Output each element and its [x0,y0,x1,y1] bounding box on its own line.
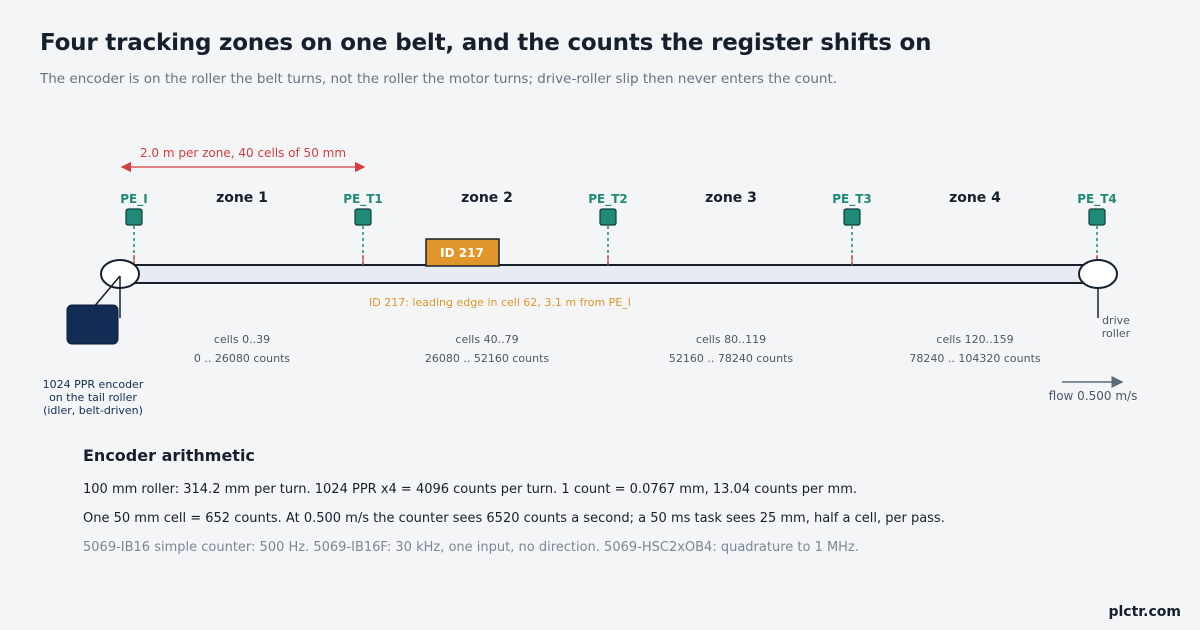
zone-cells: cells 80..119 [696,333,766,346]
encoder-label-1: 1024 PPR encoder [43,378,144,391]
zone-counts: 52160 .. 78240 counts [669,352,794,365]
item-label: ID 217 [440,246,484,260]
zone-name: zone 2 [461,190,513,206]
zone-length-label: 2.0 m per zone, 40 cells of 50 mm [140,146,346,160]
arithmetic-line-1: 100 mm roller: 314.2 mm per turn. 1024 P… [83,482,857,497]
sensor-label: PE_T4 [1077,192,1117,207]
drive-roller-label-2: roller [1102,327,1131,340]
photo-eye-icon [125,208,143,226]
encoder-body [66,304,119,345]
sensor-label: PE_T3 [832,192,872,207]
drive-roller [1078,259,1118,289]
zone-counts: 26080 .. 52160 counts [425,352,550,365]
drive-roller-label-1: drive [1102,314,1130,327]
encoder-label-3: (idler, belt-driven) [43,404,143,417]
belt [119,264,1099,284]
zone-cells: cells 0..39 [214,333,270,346]
item-annotation: ID 217: leading edge in cell 62, 3.1 m f… [369,296,631,309]
sensor-label: PE_T2 [588,192,628,207]
belt-diagram: 2.0 m per zone, 40 cells of 50 mm PE_I PE… [43,146,1138,417]
zone-name: zone 1 [216,190,268,206]
zone-name: zone 4 [949,190,1001,206]
arithmetic-line-2: One 50 mm cell = 652 counts. At 0.500 m/… [83,511,945,526]
sensor-label: PE_T1 [343,192,383,207]
encoder-label-2: on the tail roller [49,391,137,404]
sensor-label: PE_I [120,192,147,207]
page-subtitle: The encoder is on the roller the belt tu… [40,71,838,87]
zone-cells: cells 40..79 [455,333,518,346]
encoder-mount-line [92,275,121,309]
photo-eye-icon [599,208,617,226]
photo-eye-icon [354,208,372,226]
zone-cells: cells 120..159 [936,333,1013,346]
zone-counts: 0 .. 26080 counts [194,352,291,365]
zone-name: zone 3 [705,190,757,206]
zone-counts: 78240 .. 104320 counts [909,352,1041,365]
arithmetic-heading: Encoder arithmetic [83,446,255,465]
flow-label: flow 0.500 m/s [1049,389,1138,403]
photo-eye-icon [843,208,861,226]
photo-eye-group: PE_I PE_T1 PE_T2 PE_T3 PE_T4 [120,192,1117,266]
item-box [425,238,500,267]
brand-logo-text: plctr.com [1108,604,1181,620]
page-title: Four tracking zones on one belt, and the… [40,30,932,56]
arithmetic-line-3: 5069-IB16 simple counter: 500 Hz. 5069-I… [83,540,859,555]
photo-eye-icon [1088,208,1106,226]
zone-label-group: zone 1 cells 0..39 0 .. 26080 counts zone 2… [194,190,1041,365]
